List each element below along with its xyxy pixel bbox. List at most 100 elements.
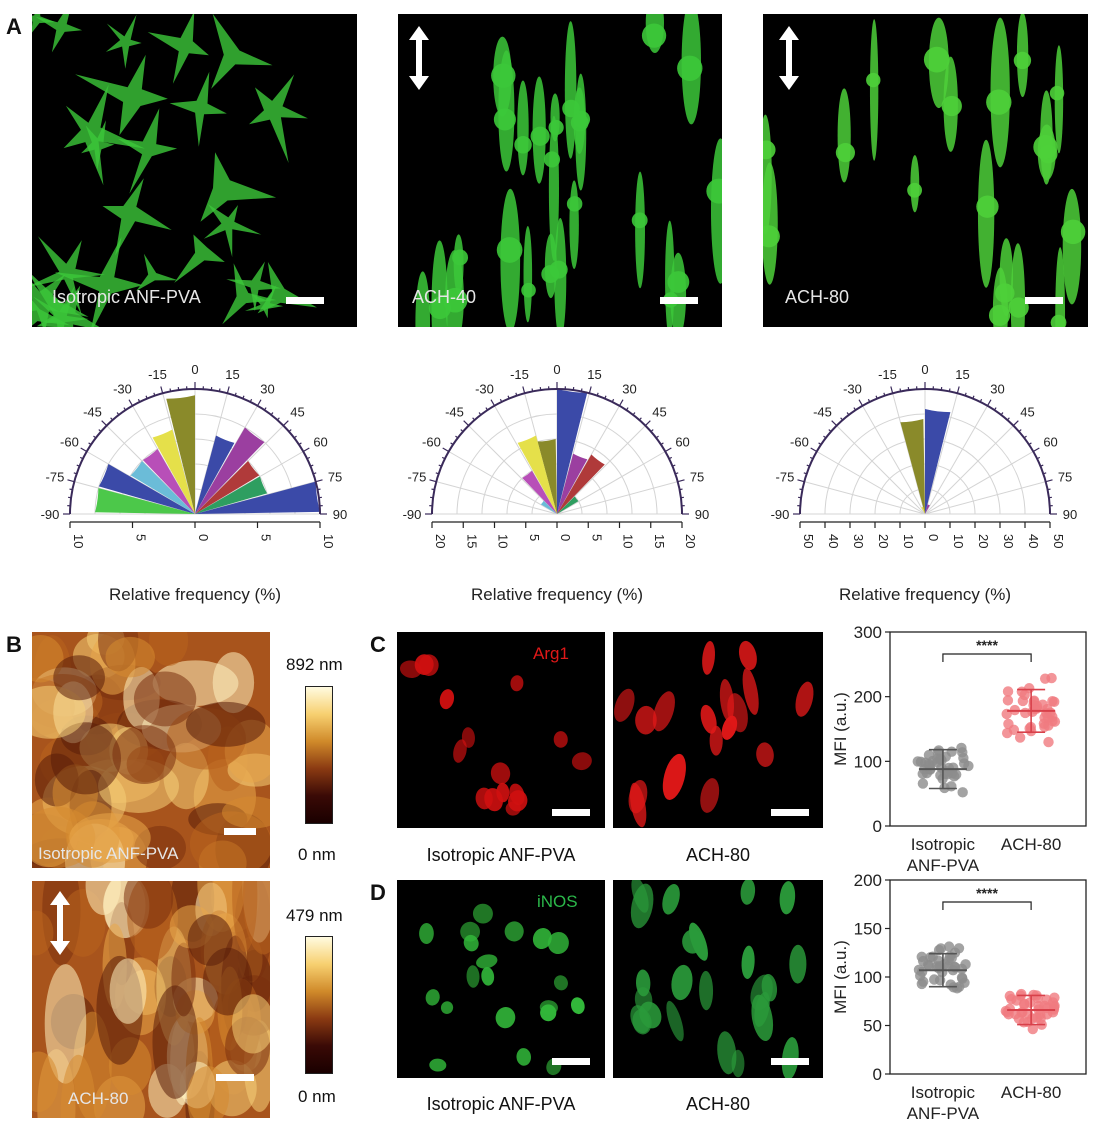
rose-tick (429, 479, 437, 483)
data-point (933, 944, 945, 956)
cell (453, 739, 467, 763)
rose-tick (242, 395, 245, 399)
x-tick-label: 5 (527, 534, 542, 541)
cell (147, 14, 209, 84)
rose-tick (956, 386, 960, 394)
rose-tick (1012, 420, 1019, 427)
rose-tick (315, 479, 323, 483)
rose-tick (80, 447, 88, 453)
rose-tick (76, 464, 80, 467)
cell-body (941, 95, 962, 117)
rose-tick (531, 388, 534, 392)
rose-tick (948, 388, 951, 392)
cell (614, 688, 635, 722)
rose-tick (604, 395, 607, 399)
colorbar-max-label: 892 nm (286, 655, 343, 674)
x-tick-label: 40 (826, 534, 841, 548)
afm-feature (152, 985, 198, 1099)
rose-tick (797, 479, 805, 483)
cell (32, 14, 56, 33)
cell-body (986, 89, 1012, 115)
data-point (1023, 683, 1035, 694)
image-caption: ACH-80 (685, 845, 751, 865)
rose-tick (618, 399, 624, 407)
rose-tick (310, 464, 314, 467)
cell-body (988, 304, 1011, 326)
cell (211, 14, 273, 89)
rose-tick (522, 386, 526, 394)
y-tick-label: 0 (873, 1065, 882, 1084)
rose-tick (515, 392, 518, 396)
angle-label: -30 (843, 381, 862, 396)
rose-tick (472, 417, 476, 421)
cell (1062, 188, 1082, 305)
data-point (956, 963, 968, 975)
x-tick-label: 5 (259, 534, 274, 541)
rose-tick (306, 456, 311, 460)
cell (779, 881, 796, 915)
rose-tick (588, 386, 592, 394)
mfi-scatter-inos: 0 50 100 150 200 MFI (a.u.) Isotropic ANF-PVA AC… (831, 871, 1087, 1123)
category-label: ANF-PVA (907, 1104, 980, 1123)
afm-image-isotropic: Isotropic ANF-PVA (32, 632, 270, 868)
image-label: ACH-40 (412, 287, 477, 307)
cell-body (835, 143, 855, 163)
rose-tick (98, 429, 102, 433)
afm-feature (133, 671, 197, 727)
rose-tick (1045, 479, 1053, 483)
image-label: ACH-80 (68, 1089, 129, 1108)
cell (523, 226, 533, 323)
angle-label: -60 (422, 435, 441, 450)
angle-label: -75 (46, 469, 65, 484)
rose-tick (218, 388, 221, 392)
category-label: Isotropic (911, 1083, 976, 1102)
scale-bar (660, 297, 698, 304)
rose-tick (463, 420, 470, 427)
data-point (917, 768, 928, 780)
angle-label: 30 (260, 381, 274, 396)
rose-plot-ach40: 90 75 60 45 30 15 0 -15 -30 -45 -60 -75 -90 20 15 10 5 0 5… (403, 362, 710, 604)
data-point (1049, 992, 1060, 1003)
cell-body (1008, 297, 1029, 318)
rose-tick (644, 420, 651, 427)
rose-tick (799, 488, 803, 491)
cell (631, 880, 649, 913)
cell (699, 970, 714, 1011)
data-point (945, 979, 956, 990)
afm-image-ach80: ACH-80 (32, 881, 270, 1118)
angle-label: 60 (1043, 435, 1057, 450)
data-point (916, 978, 928, 990)
rose-outer-arc (799, 388, 1051, 515)
rose-tick (986, 399, 992, 407)
angle-label: 90 (1063, 507, 1077, 522)
cell (510, 675, 524, 692)
rose-bin (152, 429, 195, 514)
rose-tick (302, 447, 310, 453)
rose-tick (668, 456, 673, 460)
cell (540, 1004, 557, 1022)
cell (700, 778, 720, 813)
data-point (1019, 998, 1030, 1009)
data-point (935, 753, 946, 764)
x-tick-label: 20 (976, 534, 991, 548)
cell-body (543, 151, 561, 168)
data-point (1017, 695, 1029, 707)
panel-letter-d: D (370, 880, 386, 905)
cell-drawing (763, 14, 1086, 327)
rose-tick (256, 399, 262, 407)
alignment-arrow-icon (779, 26, 799, 90)
rose-bin (522, 470, 557, 514)
cell (570, 997, 585, 1015)
cell (415, 271, 431, 327)
data-point (958, 752, 969, 764)
data-point (1024, 723, 1035, 734)
data-point (946, 746, 957, 757)
rose-bin (195, 476, 268, 514)
cell-body (442, 287, 468, 313)
cell (547, 931, 569, 955)
rose-tick (883, 392, 886, 396)
rose-bin (195, 427, 265, 514)
cell (419, 922, 434, 945)
rose-tick (677, 479, 685, 483)
rose-tick (828, 429, 832, 433)
